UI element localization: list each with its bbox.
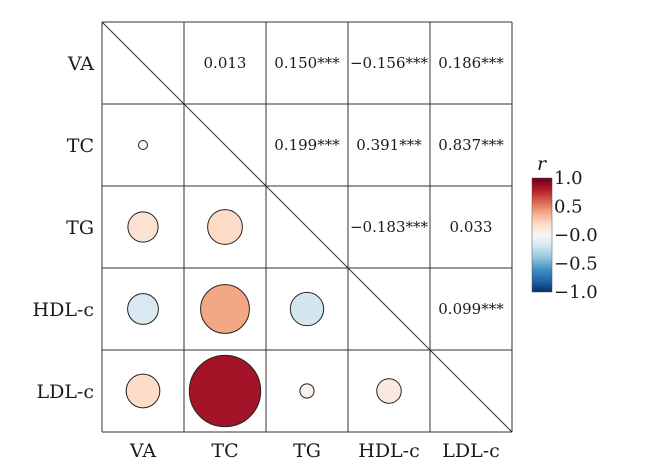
matrix-grid bbox=[101, 21, 513, 433]
corr-circle-LDL-c-TC bbox=[188, 354, 262, 428]
colorbar-tick-label: −0.5 bbox=[554, 254, 598, 275]
corr-circle-LDL-c-TG bbox=[299, 383, 315, 399]
corr-value-TC-HDL-c: 0.391*** bbox=[356, 136, 422, 154]
colorbar-gradient bbox=[531, 177, 553, 293]
row-label-VA: VA bbox=[67, 53, 94, 75]
colorbar-tick-label: −1.0 bbox=[554, 282, 598, 303]
corr-circle-HDL-c-TG bbox=[289, 291, 325, 327]
corr-circle-LDL-c-VA bbox=[125, 373, 161, 409]
corr-circle-LDL-c-HDL-c bbox=[376, 378, 402, 404]
corr-circle-TG-TC bbox=[207, 209, 243, 245]
corr-value-TG-LDL-c: 0.033 bbox=[450, 218, 493, 236]
corr-value-TG-HDL-c: −0.183*** bbox=[350, 218, 429, 236]
axis-labels: VA VA TC TC TG TG HDL-c HDL-c LDL-c LDL-c bbox=[33, 53, 500, 462]
colorbar: 1.0 0.5 −0.0 −0.5 −1.0 r bbox=[531, 153, 598, 303]
col-label-LDL-c: LDL-c bbox=[442, 440, 500, 462]
row-label-TC: TC bbox=[67, 135, 94, 157]
corr-circle-HDL-c-VA bbox=[127, 293, 159, 325]
row-label-HDL-c: HDL-c bbox=[33, 299, 94, 321]
corr-circle-HDL-c-TC bbox=[200, 284, 250, 334]
colorbar-tick-label: −0.0 bbox=[554, 225, 598, 246]
corr-value-VA-TC: 0.013 bbox=[204, 54, 247, 72]
colorbar-title: r bbox=[537, 153, 548, 175]
matrix-marks: 0.013 0.150*** −0.156*** 0.186*** 0.199*** 0.… bbox=[125, 54, 504, 428]
row-label-TG: TG bbox=[66, 217, 94, 239]
diagonal-line bbox=[101, 21, 513, 433]
corr-circle-TC-VA bbox=[138, 140, 148, 150]
col-label-VA: VA bbox=[129, 440, 156, 462]
col-label-TC: TC bbox=[211, 440, 238, 462]
corr-value-HDL-c-LDL-c: 0.099*** bbox=[438, 300, 504, 318]
colorbar-tick-label: 0.5 bbox=[554, 197, 583, 218]
corr-circle-TG-VA bbox=[127, 211, 159, 243]
row-label-LDL-c: LDL-c bbox=[36, 381, 94, 403]
corr-value-TC-TG: 0.199*** bbox=[274, 136, 340, 154]
corr-value-VA-HDL-c: −0.156*** bbox=[350, 54, 429, 72]
col-label-HDL-c: HDL-c bbox=[358, 440, 419, 462]
corr-value-VA-TG: 0.150*** bbox=[274, 54, 340, 72]
colorbar-tick-label: 1.0 bbox=[554, 168, 583, 189]
corr-value-TC-LDL-c: 0.837*** bbox=[438, 136, 504, 154]
col-label-TG: TG bbox=[293, 440, 321, 462]
corr-value-VA-LDL-c: 0.186*** bbox=[438, 54, 504, 72]
